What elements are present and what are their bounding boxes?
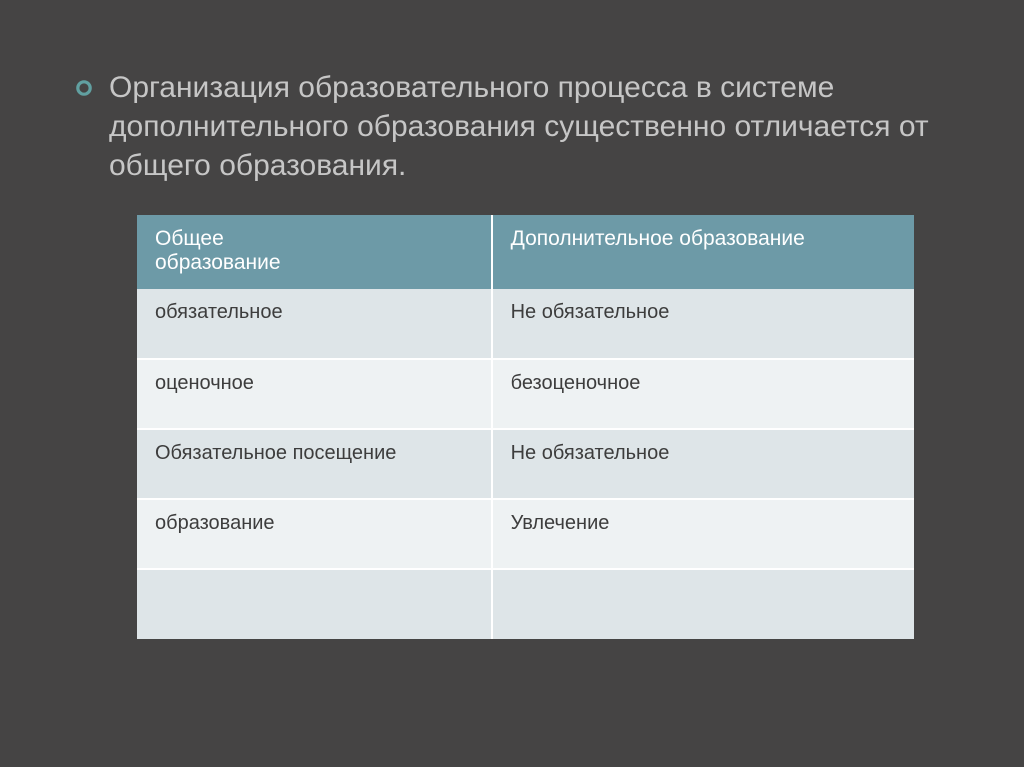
comparison-table: Общее образование Дополнительное образов… [137, 215, 914, 639]
table-row: образование Увлечение [137, 499, 914, 569]
slide: Организация образовательного процесса в … [0, 0, 1024, 767]
table-cell: оценочное [137, 359, 492, 429]
table-cell: безоценочное [492, 359, 914, 429]
comparison-table-wrap: Общее образование Дополнительное образов… [75, 215, 954, 639]
bullet-text: Организация образовательного процесса в … [109, 68, 954, 185]
bullet-ring-icon [75, 79, 93, 97]
table-row: оценочное безоценочное [137, 359, 914, 429]
table-cell: Не обязательное [492, 429, 914, 499]
table-row [137, 569, 914, 639]
table-row: обязательное Не обязательное [137, 289, 914, 359]
table-cell [492, 569, 914, 639]
table-header-cell: Дополнительное образование [492, 215, 914, 289]
table-cell: Обязательное посещение [137, 429, 492, 499]
table-cell [137, 569, 492, 639]
table-cell: образование [137, 499, 492, 569]
table-header-cell: Общее образование [137, 215, 492, 289]
table-cell: Не обязательное [492, 289, 914, 359]
bullet-item: Организация образовательного процесса в … [75, 68, 954, 185]
table-cell: Увлечение [492, 499, 914, 569]
table-row: Обязательное посещение Не обязательное [137, 429, 914, 499]
table-header-row: Общее образование Дополнительное образов… [137, 215, 914, 289]
table-cell: обязательное [137, 289, 492, 359]
